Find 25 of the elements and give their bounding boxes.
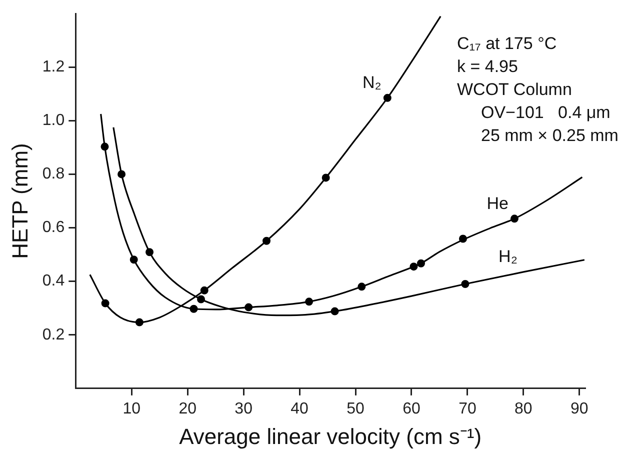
- annotation: C₁₇ at 175 °C: [457, 34, 557, 53]
- y-tick-label: 1.0: [42, 112, 65, 130]
- y-axis-title: HETP (mm): [7, 143, 32, 259]
- y-tick-label: 0.2: [42, 326, 65, 344]
- x-tick-label: 20: [178, 400, 197, 418]
- y-tick-label: 1.2: [42, 58, 65, 76]
- x-tick-label: 80: [514, 400, 532, 418]
- x-tick-label: 30: [234, 400, 253, 418]
- series-label: H₂: [498, 247, 518, 266]
- x-tick-label: 90: [570, 400, 588, 418]
- x-tick-label: 10: [122, 400, 141, 418]
- x-tick-label: 50: [346, 400, 365, 418]
- annotation: OV−101 0.4 μm: [481, 102, 610, 122]
- x-tick-label: 60: [402, 400, 420, 418]
- annotation: WCOT Column: [457, 80, 572, 99]
- x-tick-label: 70: [458, 400, 476, 418]
- annotation: 25 mm × 0.25 mm: [481, 126, 618, 145]
- series-label: N₂: [362, 73, 382, 92]
- x-tick-label: 40: [290, 400, 309, 418]
- annotation: k = 4.95: [457, 56, 518, 76]
- series-label: He: [486, 194, 508, 213]
- y-tick-label: 0.6: [42, 219, 65, 236]
- x-axis-title: Average linear velocity (cm s⁻¹): [179, 424, 482, 449]
- y-tick-label: 0.8: [42, 166, 65, 183]
- y-tick-label: 0.4: [42, 272, 65, 290]
